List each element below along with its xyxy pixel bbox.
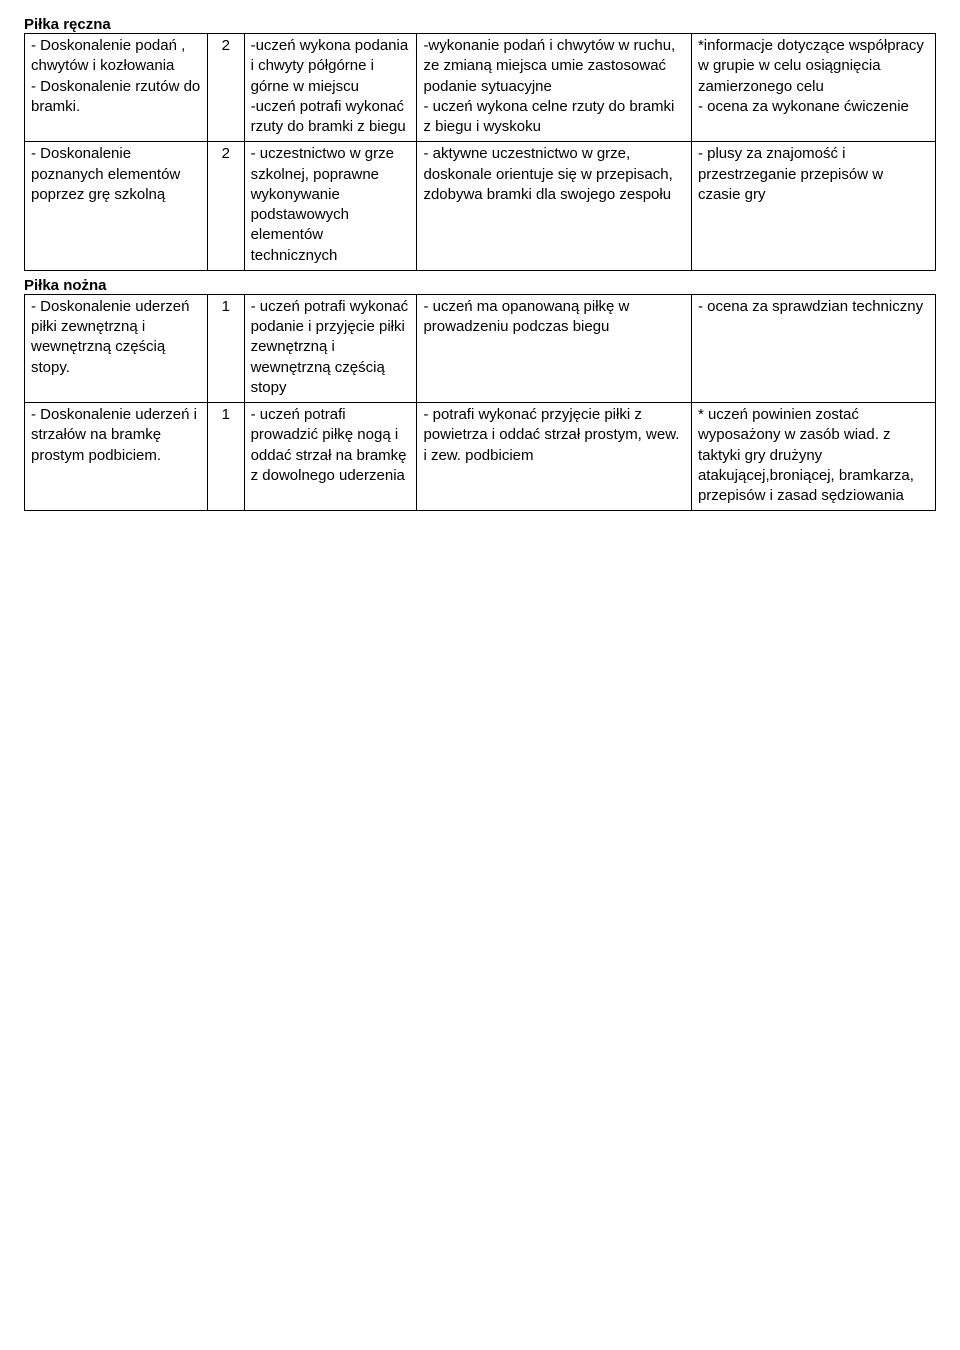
section-title-football: Piłka nożna [24, 277, 936, 294]
cell-notes: - plusy za znajomość i przestrzeganie pr… [691, 142, 935, 271]
table-row: - Doskonalenie uderzeń piłki zewnętrzną … [25, 294, 936, 402]
cell-basic: - uczeń potrafi prowadzić piłkę nogą i o… [244, 403, 417, 511]
table-handball: - Doskonalenie podań , chwytów i kozłowa… [24, 33, 936, 271]
cell-basic: -uczeń wykona podania i chwyty półgórne … [244, 34, 417, 142]
cell-basic: - uczestnictwo w grze szkolnej, poprawne… [244, 142, 417, 271]
cell-notes: *informacje dotyczące współpracy w grupi… [691, 34, 935, 142]
cell-topic: - Doskonalenie uderzeń i strzałów na bra… [25, 403, 208, 511]
table-football: - Doskonalenie uderzeń piłki zewnętrzną … [24, 294, 936, 512]
table-row: - Doskonalenie poznanych elementów poprz… [25, 142, 936, 271]
cell-notes: * uczeń powinien zostać wyposażony w zas… [691, 403, 935, 511]
cell-hours: 2 [208, 142, 245, 271]
cell-extended: - potrafi wykonać przyjęcie piłki z powi… [417, 403, 692, 511]
cell-extended: - aktywne uczestnictwo w grze, doskonale… [417, 142, 692, 271]
table-row: - Doskonalenie podań , chwytów i kozłowa… [25, 34, 936, 142]
cell-extended: - uczeń ma opanowaną piłkę w prowadzeniu… [417, 294, 692, 402]
cell-hours: 2 [208, 34, 245, 142]
cell-hours: 1 [208, 403, 245, 511]
cell-basic: - uczeń potrafi wykonać podanie i przyję… [244, 294, 417, 402]
cell-topic: - Doskonalenie uderzeń piłki zewnętrzną … [25, 294, 208, 402]
section-title-handball: Piłka ręczna [24, 16, 936, 33]
cell-topic: - Doskonalenie podań , chwytów i kozłowa… [25, 34, 208, 142]
cell-hours: 1 [208, 294, 245, 402]
table-row: - Doskonalenie uderzeń i strzałów na bra… [25, 403, 936, 511]
cell-extended: -wykonanie podań i chwytów w ruchu, ze z… [417, 34, 692, 142]
cell-notes: - ocena za sprawdzian techniczny [691, 294, 935, 402]
cell-topic: - Doskonalenie poznanych elementów poprz… [25, 142, 208, 271]
